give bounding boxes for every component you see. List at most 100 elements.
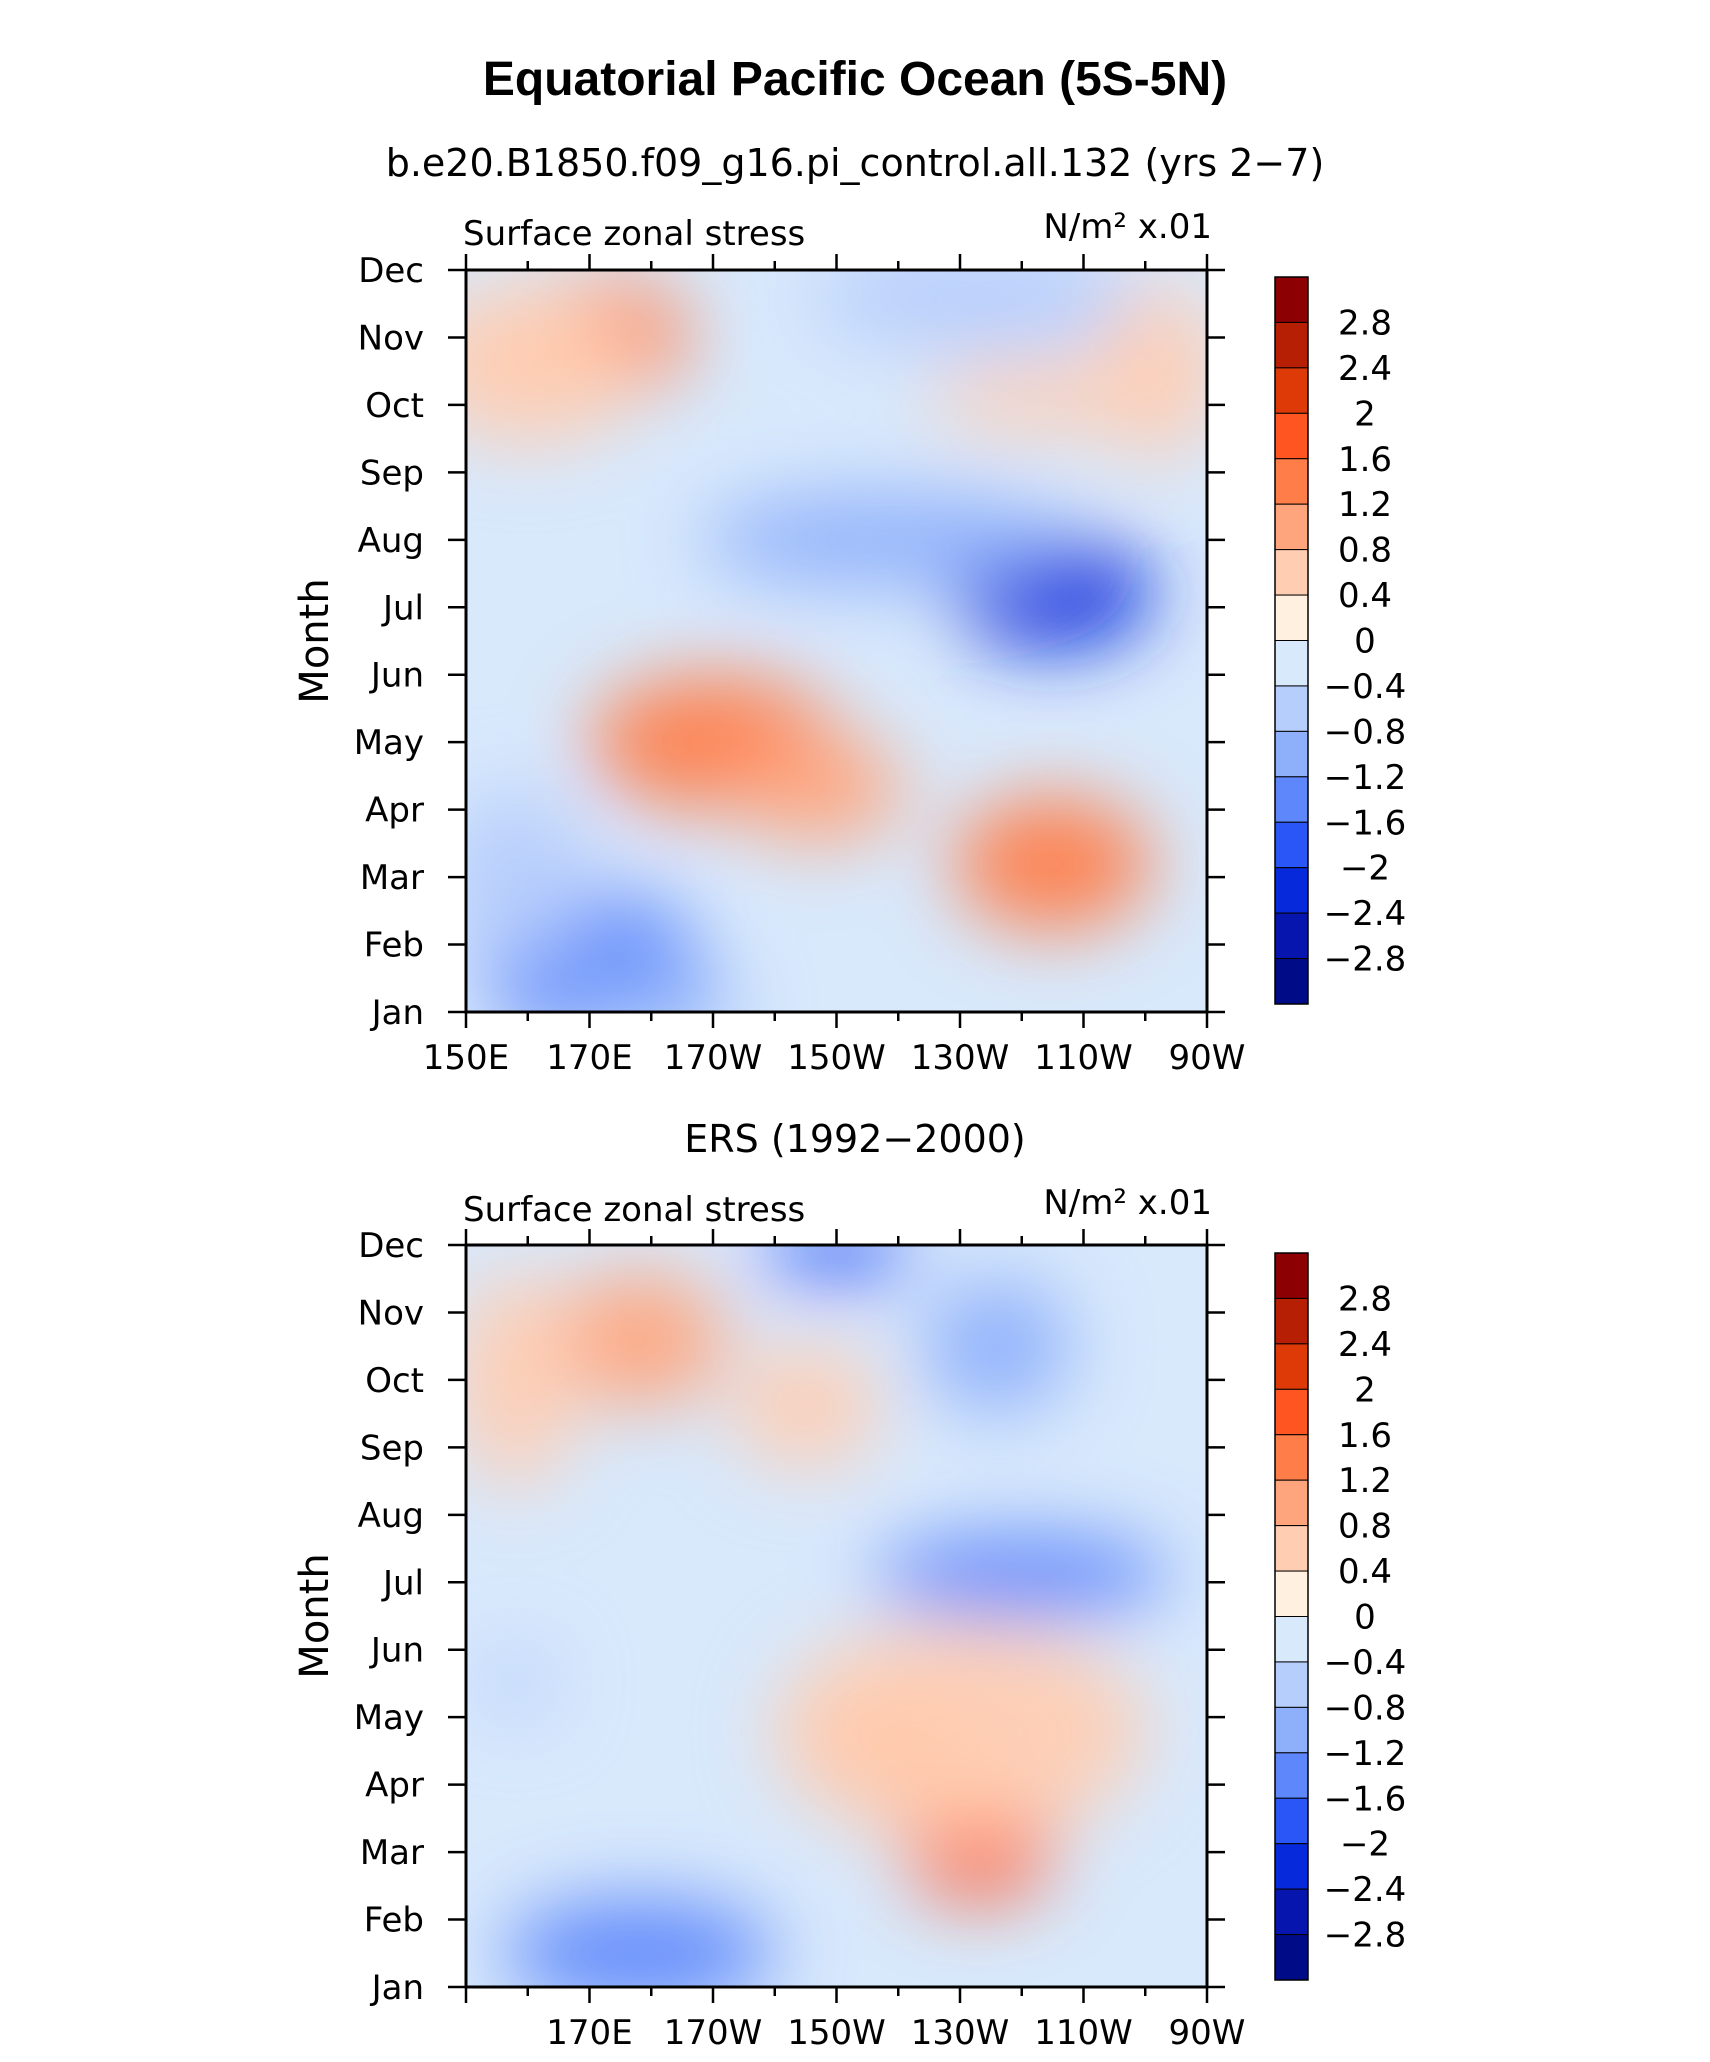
colorbar-box xyxy=(1274,1570,1309,1617)
y-tick-label: Mar xyxy=(360,1833,424,1873)
colorbar-box xyxy=(1274,503,1309,551)
x-tick-label: 150E xyxy=(423,1038,509,1078)
x-tick-label: 170E xyxy=(546,1038,632,1078)
colorbar-frame xyxy=(1274,1252,1309,1981)
colorbar: 2.8 2.4 2 1.6 1.2 0.8 0.4 0 −0.4 −0.8 −1.2 −1.6 −2 −2… xyxy=(1274,1252,1407,1981)
y-tick-label: Dec xyxy=(358,1226,424,1266)
colorbar-box xyxy=(1274,1388,1309,1436)
colorbar-box xyxy=(1274,1934,1309,1981)
colorbar-label: 0.4 xyxy=(1338,576,1392,616)
y-tick-label: Aug xyxy=(358,521,424,561)
field-feature-4 xyxy=(466,1272,578,1488)
y-tick-label: Oct xyxy=(365,1361,424,1401)
field-feature-12 xyxy=(466,789,590,965)
y-tick-label: Jan xyxy=(370,1968,424,2008)
tick-labels: Jan Feb Mar Apr May Jun Jul Aug Sep Oct Nov Dec 150E… xyxy=(354,251,1246,1078)
colorbar-frame xyxy=(1274,276,1309,1005)
colorbar-label: −0.4 xyxy=(1324,667,1407,707)
panel-title: b.e20.B1850.f09_g16.pi_control.all.132 (… xyxy=(386,141,1325,185)
colorbar-label: −1.6 xyxy=(1324,803,1407,843)
colorbar-label: 0 xyxy=(1354,622,1376,662)
x-tick-label: 130W xyxy=(911,2013,1010,2053)
field-feature-3 xyxy=(1095,283,1207,459)
plot-axes xyxy=(448,1229,1225,2003)
colorbar-label: −0.4 xyxy=(1324,1643,1407,1683)
colorbar-box xyxy=(1274,640,1309,687)
colorbar-label: 2.8 xyxy=(1338,1279,1392,1319)
colorbar-label: −2.4 xyxy=(1324,894,1407,934)
y-tick-label: Jan xyxy=(370,993,424,1033)
colorbar-label: 0 xyxy=(1354,1598,1376,1638)
colorbar-label: −2.8 xyxy=(1324,940,1407,980)
colorbar-label: −0.8 xyxy=(1324,1688,1407,1728)
y-tick-label: Dec xyxy=(358,251,424,291)
colorbar-label: 0.8 xyxy=(1338,1507,1392,1547)
field-feature-2 xyxy=(552,1271,726,1407)
colorbar-label: −0.8 xyxy=(1324,712,1407,752)
y-tick-label: Nov xyxy=(358,1293,424,1333)
colorbar-label: −1.6 xyxy=(1324,1779,1407,1819)
field-feature-10 xyxy=(478,1649,553,1718)
colorbar-label: 2 xyxy=(1354,394,1376,434)
y-tick-label: Jun xyxy=(369,656,424,696)
colorbar-box xyxy=(1274,730,1309,778)
y-tick-label: Nov xyxy=(358,318,424,358)
x-tick-label: 150W xyxy=(787,1038,886,1078)
colorbar-box xyxy=(1274,1434,1309,1481)
colorbar-box xyxy=(1274,912,1309,960)
field-feature-3 xyxy=(731,1346,880,1468)
colorbar-box xyxy=(1274,367,1309,414)
variable-label: Surface zonal stress xyxy=(463,214,805,254)
y-tick-label: Mar xyxy=(360,858,424,898)
x-tick-label: 90W xyxy=(1169,2013,1246,2053)
colorbar-box xyxy=(1274,1297,1309,1345)
colorbar-box xyxy=(1274,1479,1309,1527)
field-feature-0 xyxy=(762,1245,911,1279)
y-tick-label: Jun xyxy=(369,1631,424,1671)
colorbar-label: 2.4 xyxy=(1338,1325,1392,1365)
colorbar-label: −2.8 xyxy=(1324,1916,1407,1956)
x-tick-label: 90W xyxy=(1169,1038,1246,1078)
units-label: N/m² x.01 xyxy=(1043,207,1212,247)
y-tick-label: Sep xyxy=(360,1428,424,1468)
colorbar-box xyxy=(1274,821,1309,869)
x-tick-label: 110W xyxy=(1034,1038,1133,1078)
colorbar-box xyxy=(1274,1797,1309,1845)
colorbar-label: 2 xyxy=(1354,1370,1376,1410)
colorbar-label: −1.2 xyxy=(1324,1734,1407,1774)
colorbar-box xyxy=(1274,1888,1309,1936)
field-feature-9 xyxy=(953,796,1152,932)
field-feature-1 xyxy=(922,1278,1072,1414)
colorbar: 2.8 2.4 2 1.6 1.2 0.8 0.4 0 −0.4 −0.8 −1.2 −1.6 −2 −2… xyxy=(1274,276,1407,1005)
panel-title: ERS (1992−2000) xyxy=(684,1117,1026,1161)
colorbar-box xyxy=(1274,458,1309,505)
x-tick-label: 170W xyxy=(664,2013,763,2053)
colorbar-box xyxy=(1274,958,1309,1005)
contour-field xyxy=(466,1245,1207,1987)
colorbar-box xyxy=(1274,321,1309,369)
colorbar-box xyxy=(1274,1661,1309,1708)
colorbar-box xyxy=(1274,685,1309,732)
y-tick-label: Feb xyxy=(364,926,424,966)
field-feature-8 xyxy=(731,735,905,844)
field-feature-9 xyxy=(503,1899,775,1987)
field-feature-5 xyxy=(873,1535,1170,1616)
field-feature-6 xyxy=(700,492,1072,588)
contour-field xyxy=(466,270,1207,1012)
colorbar-box xyxy=(1274,412,1309,460)
figure-title: Equatorial Pacific Ocean (5S-5N) xyxy=(483,53,1227,106)
colorbar-box xyxy=(1274,1706,1309,1754)
colorbar-box xyxy=(1274,867,1309,914)
units-label: N/m² x.01 xyxy=(1043,1183,1212,1223)
y-tick-label: Jul xyxy=(381,1563,424,1603)
colorbar-box xyxy=(1274,549,1309,596)
x-tick-label: 110W xyxy=(1034,2013,1133,2053)
field-feature-8 xyxy=(774,1622,1146,1839)
colorbar-box xyxy=(1274,276,1309,323)
y-tick-label: Apr xyxy=(365,1766,424,1806)
x-tick-label: 150W xyxy=(787,2013,886,2053)
colorbar-label: 2.8 xyxy=(1338,303,1392,343)
y-tick-label: May xyxy=(354,1698,424,1738)
colorbar-label: −1.2 xyxy=(1324,758,1407,798)
